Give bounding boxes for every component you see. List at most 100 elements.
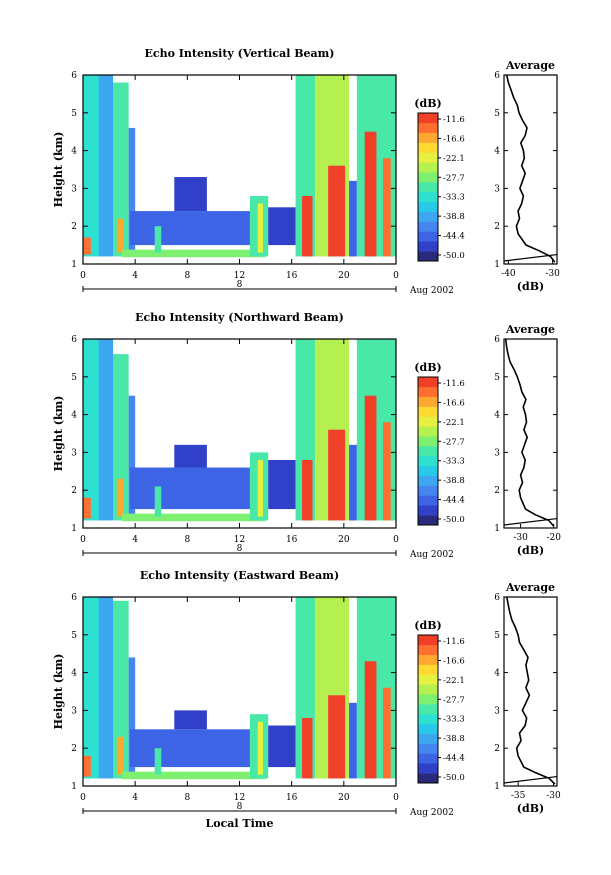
colorbar-tick-label: -33.3 <box>443 193 465 203</box>
profile-title: Average <box>505 581 555 594</box>
colorbar-unit: (dB) <box>414 361 441 374</box>
colorbar-swatch <box>418 436 438 447</box>
y-tick-label: 4 <box>71 147 77 157</box>
y-tick-label: 3 <box>71 184 77 194</box>
colorbar-swatch <box>418 191 438 203</box>
heatmap-cell <box>122 771 266 780</box>
heatmap-cell <box>174 710 207 730</box>
colorbar-swatch <box>418 201 438 212</box>
colorbar-swatch <box>418 142 438 153</box>
panel-3: Echo Intensity (Eastward Beam)123456Heig… <box>52 569 561 830</box>
colorbar-swatch <box>418 704 438 715</box>
colorbar-swatch <box>418 241 438 252</box>
profile-y-tick-label: 2 <box>494 486 500 496</box>
heatmap-cell <box>98 339 113 521</box>
heatmap-cell <box>98 75 113 257</box>
heatmap-cell <box>257 459 263 517</box>
colorbar-swatch <box>418 113 438 124</box>
colorbar-swatch <box>418 664 438 675</box>
heatmap <box>83 597 396 780</box>
chart-title: Echo Intensity (Eastward Beam) <box>140 569 339 582</box>
x-tick-label: 12 <box>234 793 245 803</box>
x-tick-label: 4 <box>132 535 138 545</box>
colorbar-swatch <box>418 231 438 242</box>
y-tick-label: 6 <box>71 335 77 345</box>
x-tick-label: 8 <box>184 271 190 281</box>
x-tick-label: 0 <box>80 271 86 281</box>
colorbar-swatch <box>418 505 438 516</box>
profile-title: Average <box>505 59 555 72</box>
colorbar-swatch <box>418 221 438 232</box>
panel-1: Echo Intensity (Vertical Beam)123456Heig… <box>52 47 560 296</box>
heatmap-cell <box>328 429 346 521</box>
profile-x-tick-label: -30 <box>513 533 528 543</box>
y-tick-label: 3 <box>71 706 77 716</box>
colorbar-tick-label: -27.7 <box>443 437 465 447</box>
heatmap-cell <box>268 725 296 768</box>
colorbar-swatch <box>418 172 438 183</box>
x-axis-label: Local Time <box>206 817 274 830</box>
colorbar-swatch <box>418 773 438 784</box>
colorbar-swatch <box>418 406 438 417</box>
colorbar-swatch <box>418 455 438 467</box>
y-tick-label: 1 <box>71 524 77 534</box>
profile-x-label: (dB) <box>517 544 544 557</box>
colorbar-tick-label: -16.6 <box>443 398 465 408</box>
colorbar-tick-label: -50.0 <box>443 773 465 783</box>
heatmap-cell <box>116 478 124 517</box>
colorbar-frame <box>417 376 439 526</box>
profile-y-tick-label: 4 <box>494 411 500 421</box>
colorbar-tick-label: -11.6 <box>443 115 465 125</box>
average-profile: Average 1 2 3 4 5 6 -40 -30(dB) <box>494 59 560 293</box>
y-tick-label: 1 <box>71 260 77 270</box>
y-tick-label: 4 <box>71 411 77 421</box>
heatmap-cell <box>122 513 266 522</box>
heatmap-cell <box>302 717 313 779</box>
profile-title: Average <box>505 323 555 336</box>
heatmap-cell <box>128 657 136 779</box>
date-day-label: 8 <box>237 544 243 554</box>
profile-y-tick-label: 3 <box>494 706 500 716</box>
colorbar-swatch <box>418 465 438 476</box>
profile-x-label: (dB) <box>517 802 544 815</box>
y-axis-label: Height (km) <box>52 132 65 208</box>
colorbar-swatch <box>418 122 438 134</box>
heatmap-cell <box>268 459 296 510</box>
x-tick-label: 8 <box>184 535 190 545</box>
colorbar-tick-label: -11.6 <box>443 637 465 647</box>
colorbar-swatch <box>418 211 438 222</box>
colorbar-tick-label: -27.7 <box>443 173 465 183</box>
profile-y-tick-label: 6 <box>494 593 500 603</box>
colorbar-tick-label: -38.8 <box>443 212 465 222</box>
colorbar-tick-label: -11.6 <box>443 379 465 389</box>
colorbar-swatch <box>418 654 438 665</box>
colorbar-swatch <box>418 152 438 163</box>
x-tick-label: 20 <box>338 793 350 803</box>
profile-x-tick-label: -30 <box>545 269 560 279</box>
colorbar-swatch <box>418 753 438 764</box>
y-tick-label: 6 <box>71 71 77 81</box>
profile-frame <box>503 338 558 529</box>
colorbar-tick-label: -16.6 <box>443 656 465 666</box>
profile-y-tick-label: 1 <box>494 782 500 792</box>
heatmap-cell <box>302 459 313 521</box>
colorbar-swatch <box>418 485 438 496</box>
average-profile: Average 1 2 3 4 5 6 -35 -30(dB) <box>494 581 561 815</box>
colorbar-swatch <box>418 763 438 774</box>
colorbar-tick-label: -38.8 <box>443 476 465 486</box>
colorbar-tick-label: -22.1 <box>443 154 465 164</box>
heatmap-cell <box>302 195 313 257</box>
profile-y-tick-label: 5 <box>494 373 500 383</box>
colorbar-tick-label: -22.1 <box>443 418 465 428</box>
colorbar-swatch <box>418 495 438 506</box>
heatmap-cell <box>364 661 377 779</box>
y-tick-label: 1 <box>71 782 77 792</box>
colorbar-tick-label: -44.4 <box>443 232 465 242</box>
colorbar-swatch <box>418 132 438 143</box>
y-tick-label: 2 <box>71 486 77 496</box>
heatmap-cell <box>129 211 250 246</box>
y-tick-label: 4 <box>71 669 77 679</box>
colorbar-tick-label: -33.3 <box>443 457 465 467</box>
colorbar-swatch <box>418 515 438 526</box>
